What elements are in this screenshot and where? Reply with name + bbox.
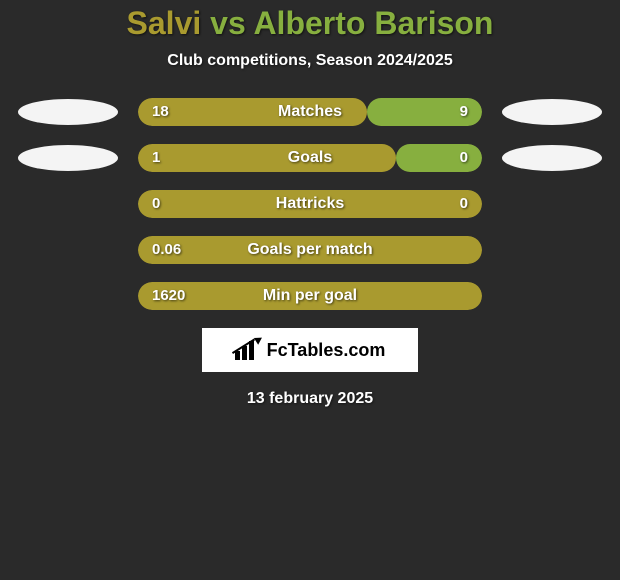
player2-badge: [502, 145, 602, 171]
stat-row: 0.06 Goals per match: [0, 236, 620, 264]
bar-right: [396, 144, 482, 172]
stat-value-left: 18: [152, 98, 169, 126]
player1-badge: [18, 145, 118, 171]
spacer: [18, 237, 118, 263]
stat-row: 0 0 Hattricks: [0, 190, 620, 218]
stats-rows: 18 9 Matches 1 0 Goals 0 0 Hattricks 0.06 Goals pe…: [0, 98, 620, 310]
stat-bar: 1620 Min per goal: [138, 282, 482, 310]
stat-value-left: 0: [152, 190, 160, 218]
fctables-text: FcTables.com: [267, 340, 386, 361]
stat-value-left: 1: [152, 144, 160, 172]
fctables-chart-icon: [235, 340, 261, 360]
stat-label: Min per goal: [263, 282, 357, 310]
stat-bar: 0.06 Goals per match: [138, 236, 482, 264]
stat-row: 1620 Min per goal: [0, 282, 620, 310]
stat-label: Matches: [278, 98, 342, 126]
player1-name: Salvi: [127, 5, 202, 41]
stat-row: 18 9 Matches: [0, 98, 620, 126]
stat-bar: 1 0 Goals: [138, 144, 482, 172]
spacer: [502, 283, 602, 309]
subtitle: Club competitions, Season 2024/2025: [0, 52, 620, 70]
spacer: [502, 237, 602, 263]
spacer: [18, 283, 118, 309]
spacer: [18, 191, 118, 217]
stat-row: 1 0 Goals: [0, 144, 620, 172]
vs-text: vs: [210, 5, 246, 41]
spacer: [502, 191, 602, 217]
stat-label: Hattricks: [276, 190, 344, 218]
stat-label: Goals per match: [247, 236, 372, 264]
page-title: Salvi vs Alberto Barison: [0, 5, 620, 42]
stat-value-right: 0: [460, 144, 468, 172]
stat-value-right: 0: [460, 190, 468, 218]
date: 13 february 2025: [0, 390, 620, 408]
stat-value-left: 1620: [152, 282, 185, 310]
stat-value-right: 9: [460, 98, 468, 126]
stat-value-left: 0.06: [152, 236, 181, 264]
fctables-badge: FcTables.com: [202, 328, 418, 372]
bar-left: [138, 144, 396, 172]
player1-badge: [18, 99, 118, 125]
stat-bar: 0 0 Hattricks: [138, 190, 482, 218]
player2-name: Alberto Barison: [253, 5, 493, 41]
player2-badge: [502, 99, 602, 125]
stat-bar: 18 9 Matches: [138, 98, 482, 126]
stat-label: Goals: [288, 144, 332, 172]
comparison-infographic: Salvi vs Alberto Barison Club competitio…: [0, 0, 620, 408]
